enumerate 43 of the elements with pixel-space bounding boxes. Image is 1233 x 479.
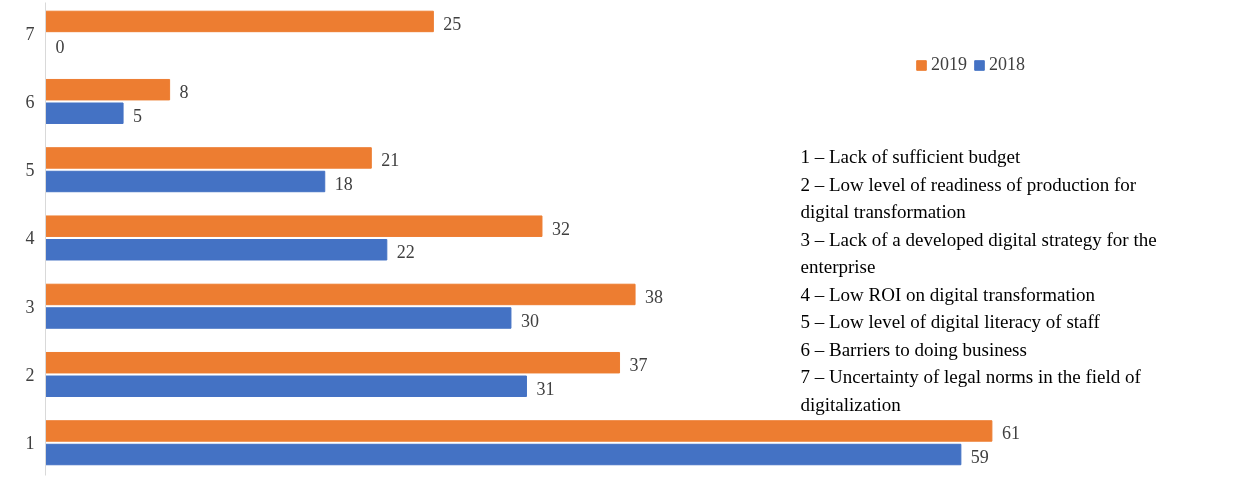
data-label: 0 xyxy=(55,37,65,58)
data-label: 32 xyxy=(551,218,570,239)
annotation: 2 – Low level of readiness of production for digital transformation xyxy=(800,173,1137,222)
y-tick-label: 7 xyxy=(25,23,35,44)
data-label: 18 xyxy=(334,174,353,194)
data-label: 59 xyxy=(970,447,989,468)
data-label: 25 xyxy=(443,13,462,34)
data-label: 37 xyxy=(629,355,648,376)
legend-label: 2019 xyxy=(931,54,967,75)
bar xyxy=(45,307,512,329)
y-tick-label: 1 xyxy=(25,433,35,454)
bar xyxy=(45,420,993,442)
annotation: 3 – Lack of a developed digital strategy for the enterprise xyxy=(800,228,1157,277)
bar xyxy=(45,375,527,397)
annotation: 1 – Lack of sufficient budget xyxy=(800,146,1021,167)
annotation: 5 – Low level of digital literacy of staff xyxy=(800,311,1101,332)
data-label: 30 xyxy=(520,310,539,331)
bar xyxy=(45,170,326,193)
bar xyxy=(45,283,636,306)
annotation: 7 – Uncertainty of legal norms in the field of digitalization xyxy=(800,366,1142,415)
bar xyxy=(45,443,962,466)
bar xyxy=(45,78,171,101)
y-tick-label: 6 xyxy=(25,91,35,112)
y-tick-label: 3 xyxy=(25,296,35,317)
legend-label: 2018 xyxy=(989,54,1025,75)
data-label: 61 xyxy=(1001,423,1020,444)
data-label: 38 xyxy=(645,286,664,307)
bar xyxy=(45,351,621,374)
bar xyxy=(45,215,543,237)
data-label: 8 xyxy=(179,82,189,103)
data-label: 22 xyxy=(396,242,415,263)
data-label: 5 xyxy=(133,105,143,126)
bar xyxy=(45,147,372,169)
y-tick-label: 4 xyxy=(25,228,35,249)
bar xyxy=(45,239,388,261)
annotation: 6 – Barriers to doing business xyxy=(800,338,1027,360)
bar xyxy=(45,10,434,33)
bar xyxy=(45,102,124,124)
data-label: 21 xyxy=(381,150,400,171)
y-tick-label: 5 xyxy=(25,160,35,181)
y-tick-label: 2 xyxy=(25,364,35,385)
annotation: 4 – Low ROI on digital transformation xyxy=(800,283,1096,305)
data-label: 31 xyxy=(536,378,555,399)
